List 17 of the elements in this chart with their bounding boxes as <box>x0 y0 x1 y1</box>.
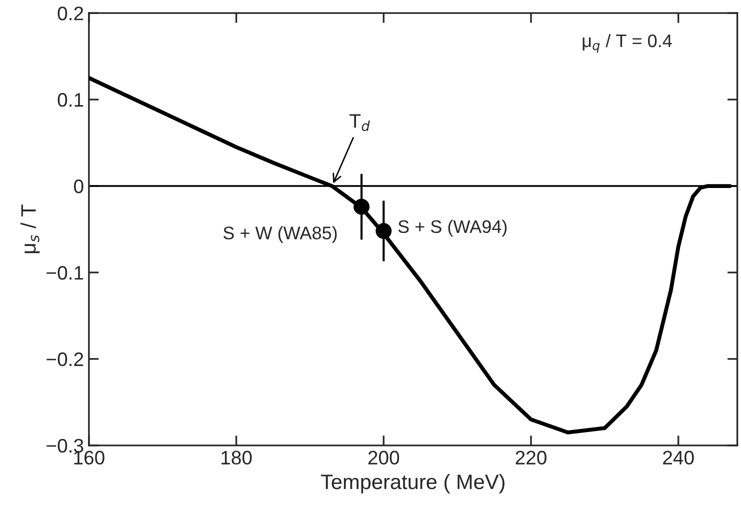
x-tick-label: 160 <box>74 450 104 465</box>
x-tick-label: 180 <box>222 450 252 465</box>
annotation: S + S (WA94) <box>398 220 507 237</box>
y-axis-title: μ$_{s}$ / T <box>20 204 40 254</box>
y-tick-label: −0.2 <box>46 352 84 366</box>
annotation: S + W (WA85) <box>223 226 337 243</box>
y-tick-label: 0 <box>74 179 84 194</box>
x-tick-label: 220 <box>516 450 546 465</box>
y-tick-label: −0.1 <box>46 266 84 280</box>
y-tick-label: 0.2 <box>58 6 84 20</box>
annotation: μ$_{q}$ / T = 0.4 <box>582 34 672 53</box>
x-axis-title: Temperature ( MeV) <box>320 474 504 494</box>
annotation: T$_{d}$ <box>350 114 370 132</box>
y-tick-label: −0.3 <box>46 438 84 453</box>
x-tick-label: 240 <box>663 450 694 465</box>
x-tick-label: 200 <box>368 450 400 465</box>
y-tick-label: 0.1 <box>58 93 84 107</box>
